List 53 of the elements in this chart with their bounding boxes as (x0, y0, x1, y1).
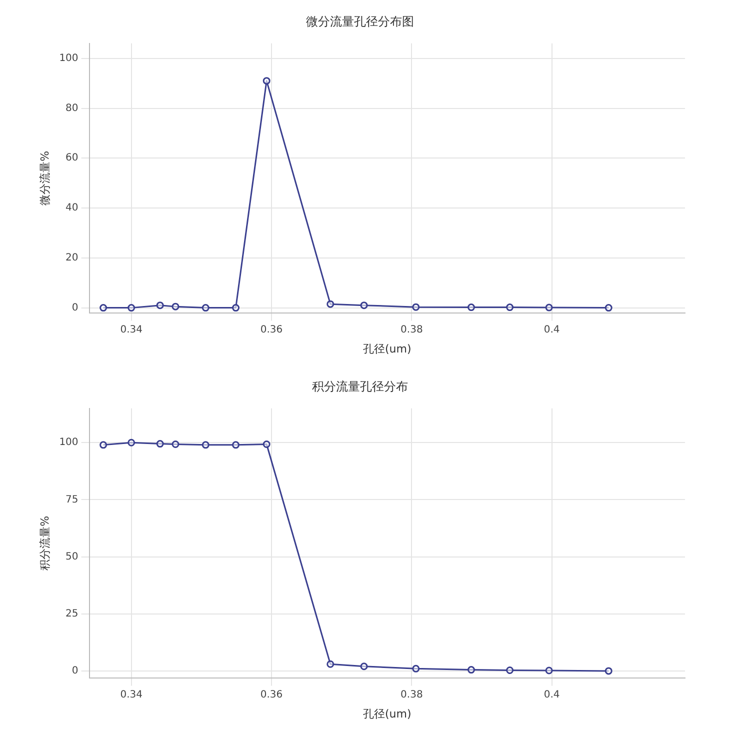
y-axis-title: 微分流量% (38, 150, 52, 206)
point (506, 666, 514, 674)
x-tick-label: 0.36 (260, 689, 283, 700)
y-tick-label: 60 (66, 152, 78, 164)
x-tick-label: 0.34 (120, 689, 142, 700)
y-tick-label: 80 (66, 102, 78, 114)
x-tick-label: 0.34 (120, 324, 142, 336)
point (156, 302, 164, 310)
point (202, 304, 210, 312)
x-axis-title: 孔径(um) (363, 342, 412, 356)
x-tick-label: 0.4 (544, 689, 560, 700)
point (326, 300, 334, 308)
point (128, 304, 136, 312)
point (412, 303, 420, 311)
x-tick-label: 0.38 (400, 689, 423, 700)
chart-title: 积分流量孔径分布 (312, 379, 408, 394)
point (545, 304, 553, 312)
y-tick-label: 40 (66, 202, 78, 214)
point (262, 77, 270, 85)
point (412, 664, 420, 672)
point (202, 441, 210, 449)
point (156, 440, 164, 448)
point (172, 440, 180, 448)
chart-title: 微分流量孔径分布图 (306, 14, 414, 28)
point (360, 662, 368, 670)
point (604, 667, 612, 675)
y-tick-label: 25 (66, 608, 78, 620)
point (467, 304, 475, 312)
x-tick-label: 0.36 (260, 324, 283, 336)
y-tick-label: 100 (59, 52, 78, 64)
y-tick-label: 75 (66, 494, 78, 506)
point (545, 666, 553, 674)
point (467, 666, 475, 674)
x-tick-label: 0.4 (544, 324, 560, 336)
y-tick-label: 50 (66, 551, 78, 562)
point (100, 441, 108, 449)
point (604, 304, 612, 312)
x-axis-title: 孔径(um) (363, 707, 412, 720)
point (360, 302, 368, 310)
point (326, 660, 334, 668)
point (262, 440, 270, 448)
point (232, 304, 240, 312)
point (100, 304, 108, 312)
y-tick-label: 0 (72, 302, 78, 314)
y-tick-label: 0 (72, 666, 78, 677)
y-tick-label: 20 (66, 252, 78, 264)
point (172, 302, 180, 310)
point (128, 438, 136, 446)
y-tick-label: 100 (59, 437, 78, 448)
y-axis-title: 积分流量% (38, 516, 52, 570)
point (232, 441, 240, 449)
x-tick-label: 0.38 (400, 324, 423, 336)
point (506, 304, 514, 312)
